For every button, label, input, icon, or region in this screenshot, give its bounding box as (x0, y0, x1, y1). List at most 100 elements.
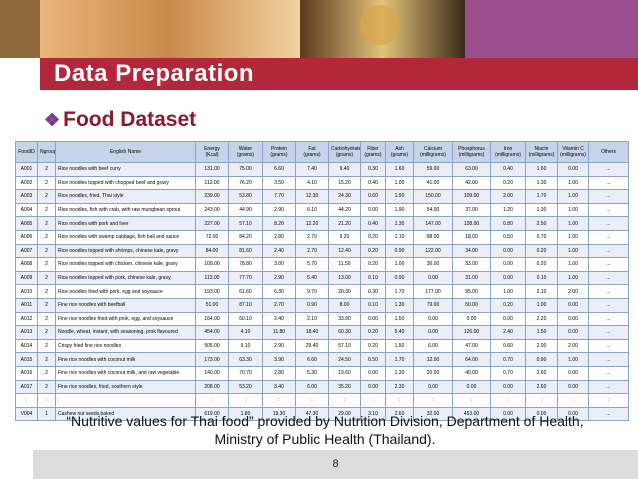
table-cell: 454.00 (195, 325, 229, 340)
table-cell: 131.00 (195, 162, 229, 177)
table-cell: 12.20 (295, 216, 329, 231)
table-cell: 70.70 (228, 365, 263, 381)
table-cell: Fine rice noodles with coconut milk (55, 352, 196, 367)
table-cell: 37.00 (452, 202, 491, 218)
table-cell: : (490, 393, 526, 408)
table-cell: 239.00 (195, 189, 229, 204)
citation: “Nutritive values for Thai food” provide… (66, 413, 584, 447)
table-cell: A009 (15, 270, 38, 286)
table-cell: 6.00 (413, 338, 453, 354)
table-cell: 33.90 (328, 311, 361, 327)
table-cell: 1 (37, 406, 56, 422)
table-cell: 147.00 (413, 216, 453, 231)
table-cell: Cashew nut seeds,baked (55, 406, 196, 422)
table-cell: 76.20 (228, 175, 263, 191)
table-cell: A012 (15, 311, 38, 327)
table-cell: 1.00 (385, 175, 414, 191)
table-cell: 19.60 (328, 365, 361, 381)
table-cell: 1.10 (385, 229, 414, 245)
table-cell: 2.00 (525, 338, 558, 354)
table-cell: 193.00 (195, 284, 229, 299)
table-cell: 0.00 (452, 311, 491, 327)
table-cell: 1.60 (525, 162, 558, 177)
table-cell: 208.00 (195, 379, 229, 395)
table-cell: 29.40 (295, 338, 329, 354)
table-cell: 8.00 (328, 297, 361, 313)
table-cell: 0.30 (360, 284, 386, 299)
food-table: FoodID Ngroup English Name Energy (Kcal) Wat… (15, 141, 629, 422)
table-cell: Rice noodles topped with shrimps, chines… (55, 243, 196, 259)
table-cell: 78.80 (228, 257, 263, 272)
table-cell: Rice noodles, fish with crab, with raw m… (55, 202, 196, 218)
page-number: 8 (332, 458, 339, 470)
table-cell: ... (588, 202, 629, 218)
table-row: A011 2 Fine rice noodles with beefball 51.0… (15, 297, 629, 313)
table-cell: 1.00 (490, 284, 526, 299)
table-cell: 3.10 (360, 406, 386, 422)
table-cell: 1.30 (385, 216, 414, 231)
table-cell: A015 (15, 352, 38, 367)
table-cell: 1.70 (385, 352, 414, 367)
slide-title: Data Preparation (40, 58, 638, 90)
table-cell: Noodle, wheat, instant, with seasoning, … (55, 325, 196, 340)
header-cell: Fiber (grams) (360, 141, 386, 163)
table-cell: Rice noodles fried with pork, egg and so… (55, 284, 196, 299)
table-cell: 2.50 (525, 216, 558, 231)
table-cell: 0.00 (557, 365, 589, 381)
header-cell: Niacin (milligrams) (525, 141, 558, 163)
table-cell: ... (588, 216, 629, 231)
table-cell: 2.00 (490, 189, 526, 204)
table-cell: Rice noodles topped with pork, chinese k… (55, 270, 196, 286)
table-cell: A006 (15, 229, 38, 245)
table-cell: 7.70 (262, 189, 296, 204)
table-cell: 0.00 (557, 162, 589, 177)
table-cell: A004 (15, 202, 38, 218)
table-cell: 2.90 (262, 338, 296, 354)
table-cell: 95.00 (452, 284, 491, 299)
table-cell: 32.00 (413, 406, 453, 422)
table-cell: 0.70 (525, 229, 558, 245)
table-cell: : (55, 393, 196, 408)
table-cell: : (195, 393, 229, 408)
table-cell: 2.80 (262, 365, 296, 381)
table-cell: 79.00 (413, 297, 453, 313)
bullet-icon: ❖ (44, 110, 61, 130)
table-cell: 1.20 (490, 202, 526, 218)
table-cell: 3.50 (262, 175, 296, 191)
table-cell: ... (588, 311, 629, 327)
table-cell: : (525, 393, 558, 408)
table-row: A013 2 Noodle, wheat, instant, with season… (15, 325, 629, 340)
table-cell: A017 (15, 379, 38, 395)
table-cell: 243.00 (195, 202, 229, 218)
table-cell: 5.40 (385, 325, 414, 340)
table-cell: 0.00 (490, 257, 526, 272)
table-cell: ... (588, 325, 629, 340)
table-cell: 2.10 (295, 311, 329, 327)
table-cell: 0.00 (490, 311, 526, 327)
table-cell: 0.00 (413, 325, 453, 340)
table-cell: 109.00 (195, 257, 229, 272)
table-row: A006 2 Rice noodles with swamp cabbage, fi… (15, 229, 629, 245)
table-cell: 1.00 (557, 202, 589, 218)
table-cell: 1.00 (557, 270, 589, 286)
table-cell: 150.00 (413, 189, 453, 204)
table-cell: 109.00 (452, 189, 491, 204)
table-cell: 0.00 (490, 406, 526, 422)
table-cell: A014 (15, 338, 38, 354)
table-cell: 6.60 (295, 352, 329, 367)
header-cell: Vitamin C (milligrams) (557, 141, 589, 163)
table-cell: 61.60 (228, 284, 263, 299)
table-row: A014 2 Crispy fried fine rice noodles 505.0… (15, 338, 629, 354)
table-cell: Rice noodles with pork and liver (55, 216, 196, 231)
subtitle-text: Food Dataset (63, 108, 197, 131)
table-cell: 0.40 (360, 216, 386, 231)
table-cell: 1.30 (385, 297, 414, 313)
table-cell: 21.20 (328, 216, 361, 231)
table-cell: 4.10 (295, 175, 329, 191)
header-cell: Protein (grams) (262, 141, 296, 163)
table-cell: Fine rice noodles, fried, southern style (55, 379, 196, 395)
footer-bar: 8 (33, 450, 638, 479)
table-cell: 1.50 (525, 325, 558, 340)
table-cell: 53.80 (228, 189, 263, 204)
table-row: A005 2 Rice noodles with pork and liver 227… (15, 216, 629, 231)
